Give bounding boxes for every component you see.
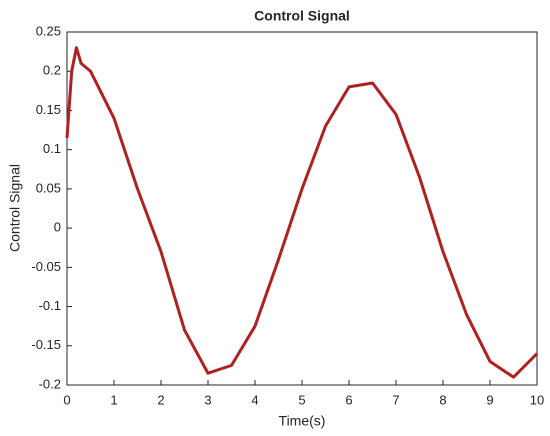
x-axis-label: Time(s) xyxy=(279,413,326,429)
x-tick-label: 5 xyxy=(298,392,305,407)
y-tick-label: -0.1 xyxy=(39,298,61,313)
x-tick-label: 6 xyxy=(345,392,352,407)
signal-line xyxy=(65,46,539,379)
x-tick-label: 7 xyxy=(392,392,399,407)
y-tick-label: -0.05 xyxy=(31,259,61,274)
x-tick-label: 10 xyxy=(530,392,544,407)
y-tick-label: 0.15 xyxy=(36,102,61,117)
chart-title: Control Signal xyxy=(254,8,350,24)
x-tick-label: 0 xyxy=(63,392,70,407)
y-tick-label: 0.1 xyxy=(43,141,61,156)
x-tick-label: 8 xyxy=(439,392,446,407)
x-tick-label: 2 xyxy=(157,392,164,407)
x-tick-label: 9 xyxy=(486,392,493,407)
x-tick-label: 1 xyxy=(110,392,117,407)
y-tick-label: 0 xyxy=(54,220,61,235)
x-tick-label: 4 xyxy=(251,392,258,407)
y-tick-label: -0.2 xyxy=(39,376,61,391)
y-tick-label: 0.05 xyxy=(36,180,61,195)
y-tick-label: 0.25 xyxy=(36,23,61,38)
y-axis-label: Control Signal xyxy=(7,164,23,252)
x-tick-label: 3 xyxy=(204,392,211,407)
y-tick-label: 0.2 xyxy=(43,63,61,78)
y-tick-label: -0.15 xyxy=(31,337,61,352)
